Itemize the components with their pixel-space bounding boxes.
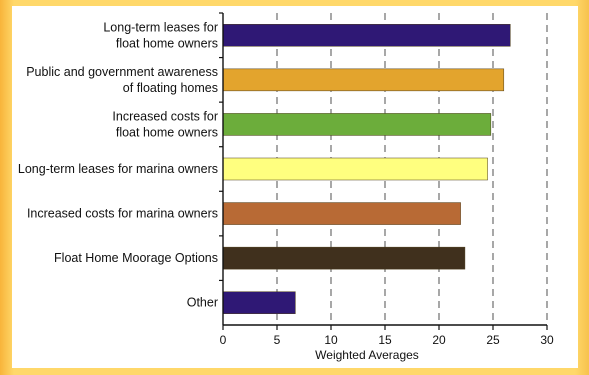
category-label: Other xyxy=(187,296,218,310)
chart-panel: Long-term leases for float home owners Pub… xyxy=(12,6,578,368)
x-tick-label: 0 xyxy=(220,333,227,347)
category-label: Long-term leases for float home owners xyxy=(103,20,218,50)
category-label: Public and government awareness of floati… xyxy=(26,65,218,95)
bar-chart: Long-term leases for float home owners Pub… xyxy=(18,12,554,362)
bar xyxy=(222,113,492,136)
category-labels: Long-term leases for float home owners Pub… xyxy=(18,20,218,309)
bar xyxy=(222,68,505,92)
x-tick-label: 20 xyxy=(432,333,446,347)
x-tick-label: 10 xyxy=(324,333,338,347)
x-tick-label: 30 xyxy=(540,333,554,347)
x-tick-label: 5 xyxy=(274,333,281,347)
bar xyxy=(222,24,511,47)
x-tick-label: 25 xyxy=(486,333,500,347)
bar xyxy=(222,246,466,270)
bar xyxy=(222,291,296,314)
category-label: Increased costs for marina owners xyxy=(27,207,218,221)
category-label: Float Home Moorage Options xyxy=(54,251,218,265)
x-axis-label: Weighted Averages xyxy=(315,348,419,362)
bar xyxy=(222,202,461,225)
bar xyxy=(222,157,488,181)
x-tick-label: 15 xyxy=(378,333,392,347)
x-axis-ticks: 0 5 10 15 20 25 30 xyxy=(220,325,554,347)
category-label: Long-term leases for marina owners xyxy=(18,162,218,176)
category-label: Increased costs for float home owners xyxy=(112,109,218,139)
bars xyxy=(222,24,511,314)
